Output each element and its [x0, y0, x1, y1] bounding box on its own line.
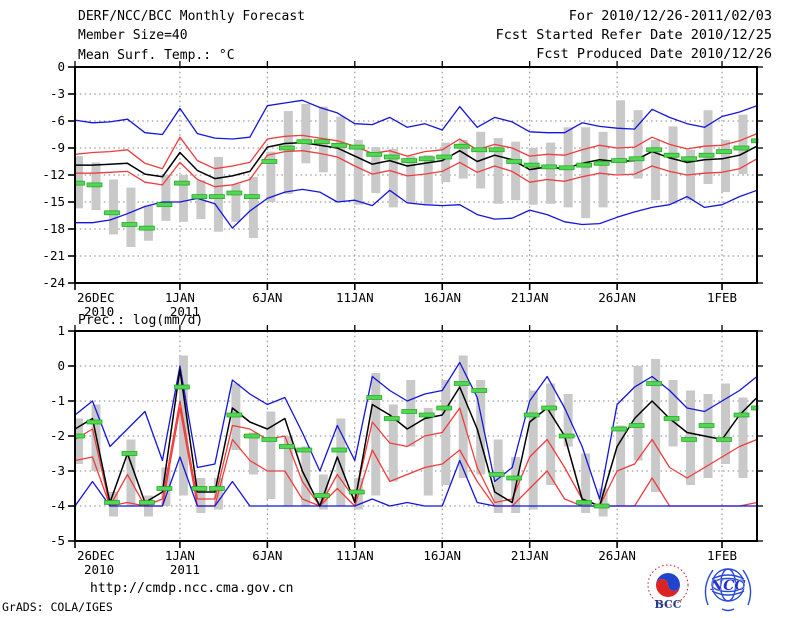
svg-text:1: 1 — [57, 323, 65, 338]
svg-text:26DEC: 26DEC — [77, 548, 115, 563]
page-title: DERF/NCC/BCC Monthly Forecast — [78, 9, 305, 24]
svg-text:-3: -3 — [50, 86, 65, 101]
forecast-period-label: For 2010/12/26-2011/02/03 — [568, 8, 772, 24]
svg-text:-4: -4 — [50, 498, 65, 513]
svg-text:6JAN: 6JAN — [252, 290, 282, 305]
svg-text:2011: 2011 — [170, 304, 200, 319]
svg-text:-6: -6 — [50, 113, 65, 128]
svg-text:11JAN: 11JAN — [336, 548, 374, 563]
ncc-wreath-left-icon — [704, 569, 714, 606]
svg-text:1JAN: 1JAN — [165, 290, 195, 305]
svg-text:-3: -3 — [50, 463, 65, 478]
source-url-text: http://cmdp.ncc.cma.gov.cn — [90, 581, 294, 596]
ncc-wreath-right-icon — [742, 569, 752, 606]
svg-text:-2: -2 — [50, 428, 65, 443]
svg-text:21JAN: 21JAN — [511, 290, 549, 305]
svg-text:2010: 2010 — [84, 304, 114, 319]
svg-text:1JAN: 1JAN — [165, 548, 195, 563]
svg-text:2010: 2010 — [84, 562, 114, 577]
svg-text:0: 0 — [57, 59, 65, 74]
svg-text:1FEB: 1FEB — [707, 548, 737, 563]
ncc-logo-label: NCC — [709, 578, 745, 594]
ncc-logo: NCC — [704, 568, 752, 612]
precip-panel-title: Prec.: log(mm/d) — [78, 313, 204, 328]
bcc-logo-label: BCC — [654, 598, 681, 611]
svg-text:-9: -9 — [50, 140, 65, 155]
svg-text:2011: 2011 — [170, 562, 200, 577]
svg-text:-1: -1 — [50, 393, 65, 408]
svg-text:16JAN: 16JAN — [423, 290, 461, 305]
svg-text:21JAN: 21JAN — [511, 548, 549, 563]
svg-text:-24: -24 — [42, 275, 65, 290]
fcst-produced-label: Fcst Produced Date 2010/12/26 — [536, 46, 772, 62]
svg-text:0: 0 — [57, 358, 65, 373]
svg-text:6JAN: 6JAN — [252, 548, 282, 563]
svg-text:-21: -21 — [42, 248, 65, 263]
svg-text:11JAN: 11JAN — [336, 290, 374, 305]
svg-text:16JAN: 16JAN — [423, 548, 461, 563]
svg-text:26DEC: 26DEC — [77, 290, 115, 305]
svg-text:-12: -12 — [42, 167, 65, 182]
bcc-swirl-blue-icon — [656, 573, 680, 591]
svg-text:-18: -18 — [42, 221, 65, 236]
svg-text:-15: -15 — [42, 194, 65, 209]
svg-text:26JAN: 26JAN — [598, 290, 636, 305]
member-size-label: Member Size=40 — [78, 28, 188, 43]
svg-text:-5: -5 — [50, 533, 65, 548]
fcst-started-label: Fcst Started Refer Date 2010/12/25 — [495, 27, 772, 43]
bcc-logo: BCC — [647, 564, 689, 611]
svg-text:26JAN: 26JAN — [598, 548, 636, 563]
svg-text:1FEB: 1FEB — [707, 290, 737, 305]
bcc-swirl-red-icon — [656, 579, 680, 597]
grads-credit-text: GrADS: COLA/IGES — [2, 600, 113, 614]
temp-panel-title: Mean Surf. Temp.: °C — [78, 48, 235, 63]
